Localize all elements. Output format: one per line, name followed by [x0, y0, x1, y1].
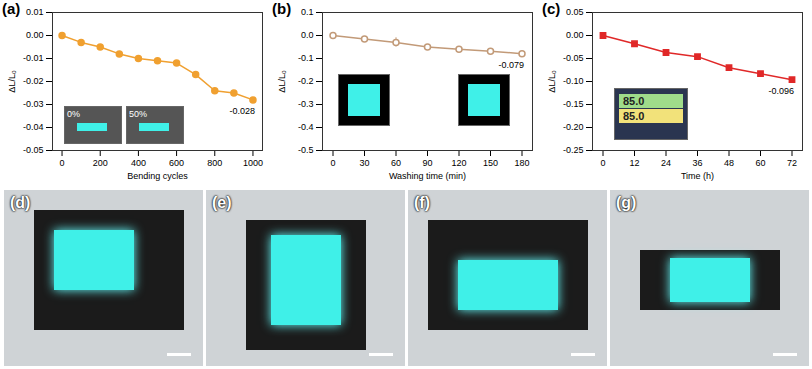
svg-text:-0.03: -0.03: [23, 99, 44, 109]
svg-text:90: 90: [422, 158, 432, 168]
svg-text:0: 0: [600, 158, 605, 168]
svg-text:0: 0: [330, 158, 335, 168]
html-text:(a): (a): [2, 0, 21, 17]
svg-text:-0.05: -0.05: [563, 53, 584, 63]
svg-text:12: 12: [629, 158, 639, 168]
svg-text:-0.25: -0.25: [563, 145, 584, 155]
svg-text:1000: 1000: [243, 158, 263, 168]
svg-text:-0.5: -0.5: [298, 145, 314, 155]
html-text:(e): (e): [212, 194, 232, 211]
svg-text:-0.04: -0.04: [23, 122, 44, 132]
svg-text:0: 0: [60, 158, 65, 168]
svg-text:-0.10: -0.10: [563, 76, 584, 86]
html-text:(d): (d): [10, 194, 31, 211]
svg-text:72: 72: [787, 158, 797, 168]
svg-text:180: 180: [514, 158, 529, 168]
svg-text:0.01: 0.01: [26, 7, 44, 17]
svg-text:24: 24: [661, 158, 671, 168]
svg-text:-0.2: -0.2: [298, 76, 314, 86]
svg-text:150: 150: [483, 158, 498, 168]
svg-text:400: 400: [131, 158, 146, 168]
svg-text:-0.01: -0.01: [23, 53, 44, 63]
svg-text:36: 36: [692, 158, 702, 168]
svg-text:-0.1: -0.1: [298, 53, 314, 63]
svg-text:0.00: 0.00: [26, 30, 44, 40]
svg-text:-0.05: -0.05: [23, 145, 44, 155]
html-text:50%: 50%: [129, 109, 147, 119]
svg-text:ΔL/L₀: ΔL/L₀: [547, 70, 557, 93]
html-text:(b): (b): [272, 0, 292, 17]
html-text:0%: 0%: [67, 109, 80, 119]
svg-text:60: 60: [755, 158, 765, 168]
svg-text:Time (h): Time (h): [681, 171, 714, 181]
svg-text:-0.028: -0.028: [229, 106, 255, 116]
svg-text:48: 48: [724, 158, 734, 168]
svg-text:Washing time (min): Washing time (min): [389, 171, 466, 181]
html-text:(f): (f): [414, 194, 430, 211]
svg-text:60: 60: [391, 158, 401, 168]
html-text:85.0: 85.0: [623, 110, 645, 122]
svg-text:-0.20: -0.20: [563, 122, 584, 132]
html-text:85.0: 85.0: [623, 95, 645, 107]
svg-text:Bending cycles: Bending cycles: [127, 171, 188, 181]
svg-text:800: 800: [207, 158, 222, 168]
svg-text:0.1: 0.1: [301, 7, 314, 17]
svg-text:ΔL/L₀: ΔL/L₀: [277, 70, 287, 93]
html-text:(g): (g): [616, 194, 637, 211]
svg-text:200: 200: [93, 158, 108, 168]
svg-text:-0.079: -0.079: [498, 60, 524, 70]
svg-text:-0.4: -0.4: [298, 122, 314, 132]
svg-text:-0.096: -0.096: [768, 86, 794, 96]
svg-text:0.00: 0.00: [566, 30, 584, 40]
svg-text:30: 30: [359, 158, 369, 168]
svg-text:-0.15: -0.15: [563, 99, 584, 109]
svg-text:0.05: 0.05: [566, 7, 584, 17]
svg-text:120: 120: [451, 158, 466, 168]
html-text:(c): (c): [542, 0, 561, 17]
svg-text:-0.3: -0.3: [298, 99, 314, 109]
svg-text:0.0: 0.0: [301, 30, 314, 40]
svg-text:ΔL/L₀: ΔL/L₀: [7, 70, 17, 93]
svg-text:600: 600: [169, 158, 184, 168]
svg-text:-0.02: -0.02: [23, 76, 44, 86]
